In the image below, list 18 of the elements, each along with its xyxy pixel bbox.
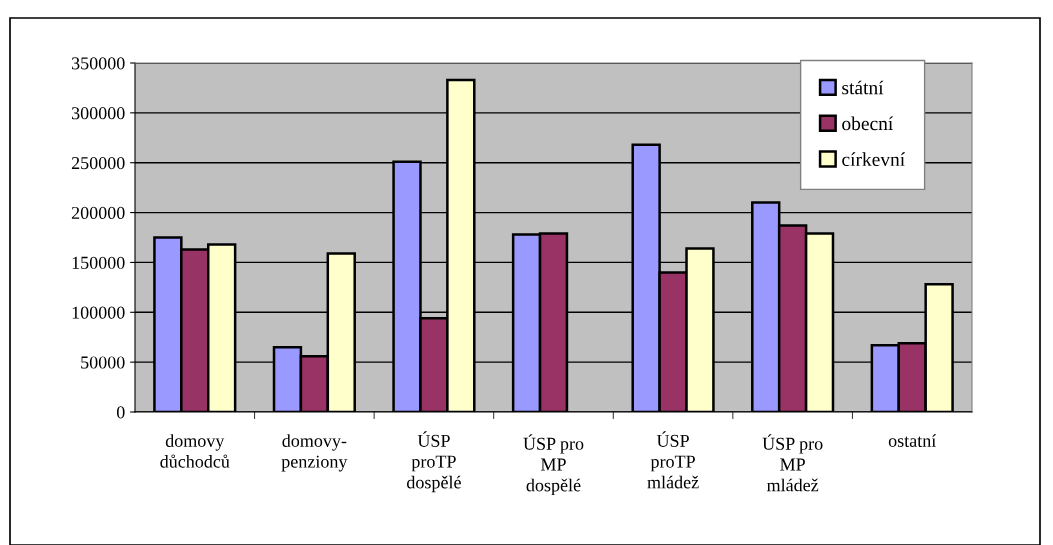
legend-label: církevní [842, 152, 905, 167]
x-tick-label: domovy- penziony [281, 434, 348, 472]
y-tick-label: 100000 [72, 306, 125, 319]
x-tick-label: ÚSP proTP dospělé [407, 431, 461, 493]
y-tick-label: 350000 [71, 57, 125, 70]
y-tick-label: 250000 [71, 156, 125, 170]
x-tick-label: ostatní [888, 434, 937, 447]
y-tick-label: 50000 [81, 356, 125, 369]
x-tick-label: ÚSP pro MP dospělé [523, 434, 584, 496]
legend-label: obecní [842, 116, 894, 131]
x-tick-label: ÚSP proTP mládež [647, 431, 699, 489]
x-tick-label: ÚSP pro MP mládež [762, 434, 823, 492]
y-tick-label: 150000 [72, 256, 125, 269]
y-tick-label: 200000 [71, 206, 125, 220]
y-tick-label: 0 [116, 406, 125, 419]
y-tick-label: 300000 [71, 107, 125, 120]
x-tick-label: domovy důchodců [160, 434, 230, 468]
legend-label: státní [842, 80, 884, 95]
